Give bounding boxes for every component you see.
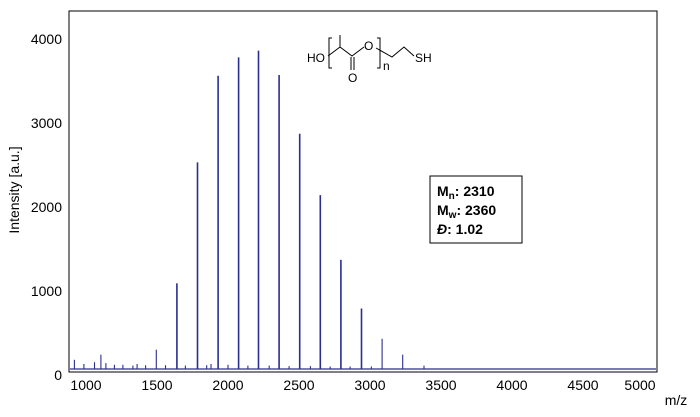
x-tick-label: 3500 — [425, 377, 456, 393]
mw-symbol: M — [437, 202, 449, 218]
plot-frame — [68, 10, 658, 373]
structure-carbonyl — [350, 57, 355, 70]
structure-sh-label: SH — [415, 51, 432, 65]
y-tick-label: 4000 — [31, 31, 62, 47]
x-tick-label: 5000 — [624, 377, 655, 393]
mw-stat: Mw: 2360 — [437, 202, 496, 221]
x-tick-label: 3000 — [354, 377, 385, 393]
molecular-weight-box: Mn: 2310 Mw: 2360 Đ: 1.02 — [429, 175, 523, 244]
structure-ho-label: HO — [307, 51, 325, 65]
y-axis-label: Intensity [a.u.] — [6, 146, 22, 233]
mn-stat: Mn: 2310 — [437, 183, 495, 202]
x-tick-label: 1500 — [141, 377, 172, 393]
x-tick-labels: 1000 1500 2000 2500 3000 3500 4000 4500 … — [70, 377, 655, 393]
mn-value: : 2310 — [455, 183, 495, 199]
mn-symbol: M — [437, 183, 449, 199]
y-tick-label: 3000 — [31, 115, 62, 131]
stats-box-frame — [429, 175, 523, 244]
y-tick-labels: 0 1000 2000 3000 4000 — [31, 31, 62, 383]
mn-subscript: n — [449, 191, 455, 202]
dispersity-symbol: Đ — [437, 221, 447, 237]
structure-carbonyl-o: O — [348, 71, 357, 85]
mw-value: : 2360 — [456, 202, 496, 218]
structure-ester-o: O — [364, 39, 373, 53]
x-tick-label: 1000 — [70, 377, 101, 393]
x-tick-label: 2000 — [212, 377, 243, 393]
x-axis-label: m/z — [665, 392, 688, 408]
structure-backbone — [327, 35, 365, 57]
spectrum-peaks — [73, 50, 425, 369]
structure-thiol-chain — [375, 46, 415, 58]
x-tick-label: 4500 — [567, 377, 598, 393]
mw-subscript: w — [448, 210, 457, 221]
dispersity-value: : 1.02 — [447, 221, 483, 237]
dispersity-stat: Đ: 1.02 — [437, 221, 483, 237]
structure-right-bracket — [377, 37, 381, 69]
structure-repeat-n: n — [383, 59, 390, 73]
x-tick-label: 4000 — [496, 377, 527, 393]
y-tick-label: 2000 — [31, 199, 62, 215]
structure-left-bracket — [328, 37, 332, 69]
x-tick-label: 2500 — [283, 377, 314, 393]
y-tick-label: 0 — [54, 367, 62, 383]
y-tick-label: 1000 — [31, 283, 62, 299]
chemical-structure: HO O O n SH — [307, 35, 432, 85]
